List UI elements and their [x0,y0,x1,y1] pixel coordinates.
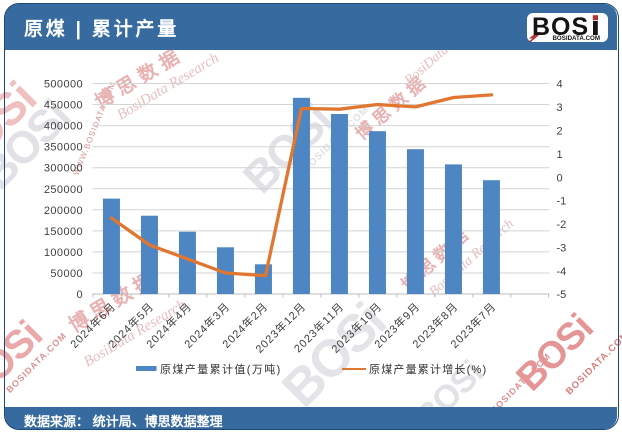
svg-text:2: 2 [557,126,563,138]
svg-text:250000: 250000 [44,184,83,196]
svg-text:150000: 150000 [44,226,83,238]
svg-text:BOS: BOS [532,13,589,41]
svg-text:3: 3 [557,102,563,114]
svg-text:100000: 100000 [44,247,83,259]
svg-text:0: 0 [76,289,83,301]
svg-text:0: 0 [557,172,563,184]
svg-text:400000: 400000 [44,121,83,133]
svg-text:-4: -4 [557,266,567,278]
svg-text:350000: 350000 [44,142,83,154]
svg-text:50000: 50000 [50,268,83,280]
svg-text:200000: 200000 [44,205,83,217]
svg-text:-5: -5 [557,289,567,301]
svg-text:原煤产量累计值(万吨): 原煤产量累计值(万吨) [160,362,282,376]
svg-text:原煤产量累计增长(%): 原煤产量累计增长(%) [369,362,487,376]
svg-text:450000: 450000 [44,100,83,112]
svg-text:1: 1 [557,149,563,161]
svg-text:-3: -3 [557,242,567,254]
svg-text:4: 4 [557,79,563,91]
svg-text:500000: 500000 [44,79,83,91]
svg-text:-1: -1 [557,196,567,208]
svg-text:BOSIDATA.COM: BOSIDATA.COM [552,35,600,42]
svg-text:-2: -2 [557,219,567,231]
svg-text:300000: 300000 [44,163,83,175]
